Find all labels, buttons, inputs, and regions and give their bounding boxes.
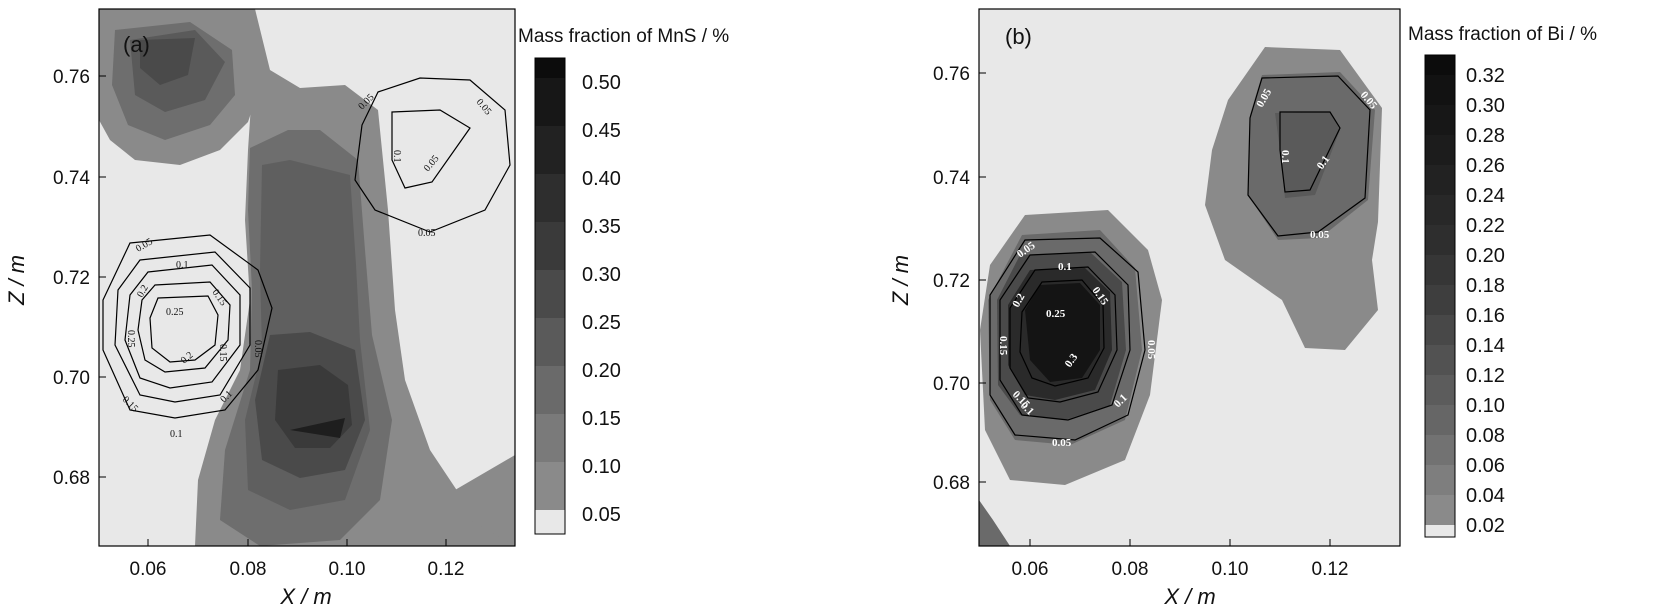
colorbar-label: 0.10 [582,456,621,478]
colorbar-label: 0.32 [1466,65,1505,87]
contour-label: 0.05 [1145,340,1157,360]
panel-a-colorbar-title: Mass fraction of MnS / % [518,26,729,47]
panel-a-colorbar [534,57,566,535]
colorbar-label: 0.10 [1466,395,1505,417]
y-tick-label: 0.70 [53,368,90,389]
y-tick-label: 0.68 [933,473,970,494]
panel-b-ticks [979,72,1331,546]
panel-b-plot-frame [978,8,1401,547]
panel-b-x-tick-labels: 0.06 0.08 0.10 0.12 [1012,559,1349,580]
x-tick-label: 0.06 [1012,559,1049,580]
panel-b-y-tick-labels: 0.76 0.74 0.72 0.70 0.68 [933,64,970,494]
contour-label: 0.1 [391,150,402,163]
contour-label: 0.15 [997,336,1009,356]
colorbar-label: 0.40 [582,168,621,190]
contour-label: 0.2 [135,283,151,299]
panel-a-tag: (a) [123,32,150,57]
colorbar-label: 0.50 [582,72,621,94]
panel-a-x-tick-labels: 0.06 0.08 0.10 0.12 [130,559,465,580]
contour-label: 0.25 [125,330,136,348]
y-tick-label: 0.72 [933,271,970,292]
colorbar-label: 0.30 [582,264,621,286]
colorbar-label: 0.02 [1466,515,1505,537]
colorbar-label: 0.20 [582,360,621,382]
colorbar-label: 0.14 [1466,335,1505,357]
y-tick-label: 0.68 [53,468,90,489]
colorbar-label: 0.06 [1466,455,1505,477]
colorbar-label: 0.04 [1466,485,1505,507]
y-tick-label: 0.74 [933,168,970,189]
x-tick-label: 0.12 [428,559,465,580]
panel-a-colorbar-labels: 0.05 0.10 0.15 0.20 0.25 0.30 0.35 0.40 … [582,72,621,526]
colorbar-label: 0.20 [1466,245,1505,267]
colorbar-label: 0.26 [1466,155,1505,177]
y-tick-label: 0.70 [933,374,970,395]
panel-b-contour-lines [989,75,1371,441]
panel-a: 0.05 0.1 0.15 0.2 0.25 0.05 0.1 0.15 0.2… [4,8,729,609]
x-tick-label: 0.08 [230,559,267,580]
y-tick-label: 0.76 [933,64,970,85]
panel-b-colorbar-title: Mass fraction of Bi / % [1408,24,1597,45]
contour-label: 0.25 [1046,308,1066,320]
colorbar-label: 0.15 [582,408,621,430]
colorbar-label: 0.35 [582,216,621,238]
panel-a-y-axis-title: Z / m [4,255,29,306]
contour-label: 0.1 [1058,261,1072,273]
panel-b-y-axis-title: Z / m [888,255,913,306]
colorbar-label: 0.25 [582,312,621,334]
panel-a-y-tick-labels: 0.76 0.74 0.72 0.70 0.68 [53,67,90,489]
contour-label: 0.05 [1310,229,1330,241]
y-tick-label: 0.74 [53,168,90,189]
contour-label: 0.15 [217,344,228,362]
contour-label: 0.05 [1052,437,1072,449]
contour-label: 0.05 [418,228,436,239]
contour-label: 0.1 [176,260,189,271]
contour-label: 0.25 [166,307,184,318]
colorbar-label: 0.45 [582,120,621,142]
colorbar-label: 0.12 [1466,365,1505,387]
colorbar-label: 0.30 [1466,95,1505,117]
y-tick-label: 0.72 [53,268,90,289]
panel-b-contour-fill [979,9,1400,546]
panel-a-ticks [99,75,447,546]
y-tick-label: 0.76 [53,67,90,88]
colorbar-label: 0.08 [1466,425,1505,447]
x-tick-label: 0.06 [130,559,167,580]
panel-b: 0.05 0.1 0.15 0.2 0.25 0.3 0.15 0.05 0.1… [888,8,1597,609]
colorbar-label: 0.16 [1466,305,1505,327]
x-tick-label: 0.12 [1312,559,1349,580]
colorbar-label: 0.28 [1466,125,1505,147]
panel-a-contour-lines [102,77,511,419]
panel-b-x-axis-title: X / m [1163,584,1215,609]
colorbar-label: 0.18 [1466,275,1505,297]
panel-b-colorbar [1424,54,1456,538]
x-tick-label: 0.08 [1112,559,1149,580]
colorbar-label: 0.05 [582,504,621,526]
colorbar-label: 0.24 [1466,185,1505,207]
panel-b-colorbar-labels: 0.02 0.04 0.06 0.08 0.10 0.12 0.14 0.16 … [1466,65,1505,537]
colorbar-label: 0.22 [1466,215,1505,237]
panel-b-tag: (b) [1005,24,1032,49]
x-tick-label: 0.10 [329,559,366,580]
x-tick-label: 0.10 [1212,559,1249,580]
contour-label: 0.1 [1279,150,1291,164]
panel-a-contour-fill [99,9,515,546]
panel-a-x-axis-title: X / m [279,584,331,609]
contour-label: 0.05 [252,340,263,358]
contour-label: 0.1 [170,429,183,440]
